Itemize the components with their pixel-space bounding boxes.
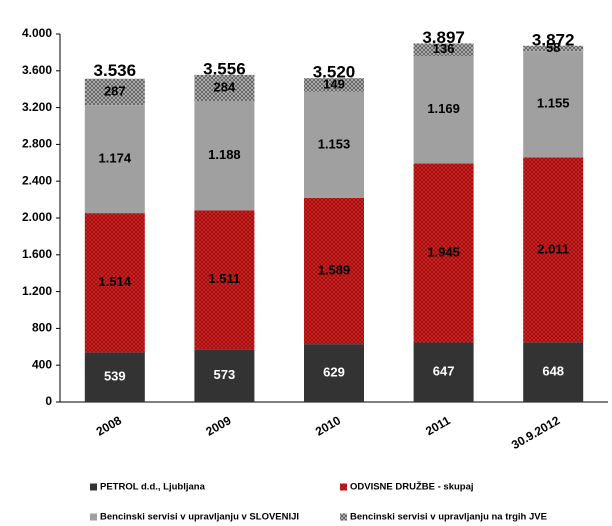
y-tick-label: 400 (32, 357, 52, 371)
y-tick-label: 2.000 (22, 210, 52, 224)
y-tick-label: 2.400 (22, 173, 52, 187)
data-label: 2.011 (537, 241, 569, 256)
bar-segment (194, 100, 255, 211)
x-tick-label: 2009 (203, 413, 233, 439)
bar-segment (413, 163, 474, 343)
data-label: 1.153 (318, 136, 351, 151)
data-label: 647 (433, 364, 455, 379)
x-tick-label: 2011 (423, 413, 453, 438)
legend-label: ODVISNE DRUŽBE - skupaj (350, 481, 474, 493)
y-tick-label: 800 (32, 321, 52, 335)
bar-segment (84, 352, 145, 402)
bar-segment (413, 342, 474, 402)
data-label: 1.514 (99, 274, 132, 289)
data-label: 1.174 (99, 151, 132, 166)
total-label: 3.872 (532, 30, 575, 49)
y-tick-label: 4.000 (22, 26, 52, 40)
data-label: 287 (104, 83, 126, 98)
bar-segment (523, 45, 584, 52)
data-label: 1.945 (427, 244, 460, 259)
bar-segment (194, 74, 255, 101)
legend-label: PETROL d.d., Ljubljana (100, 482, 206, 493)
legend-swatch (340, 513, 347, 521)
data-label: 149 (323, 76, 345, 91)
x-tick-label: 2010 (313, 413, 343, 439)
bar-segment (413, 43, 474, 56)
legend-label: Bencinski servisi v upravljanju na trgih… (350, 512, 547, 523)
y-tick-label: 2.800 (22, 137, 52, 151)
bar-segment (304, 91, 364, 198)
data-label: 539 (104, 369, 126, 384)
y-tick-label: 3.600 (22, 63, 52, 77)
data-label: 648 (542, 364, 564, 379)
bar-segment (304, 197, 364, 345)
total-label: 3.897 (422, 28, 465, 47)
y-tick-label: 1.200 (22, 284, 52, 298)
bar-segment (304, 78, 364, 92)
total-label: 3.556 (203, 59, 246, 78)
bar-segment (413, 55, 474, 164)
total-label: 3.520 (313, 63, 356, 82)
y-tick-label: 0 (45, 394, 52, 408)
legend-label: Bencinski servisi v upravljanju v SLOVEN… (100, 512, 299, 523)
y-tick-label: 3.200 (22, 100, 52, 114)
data-label: 1.511 (208, 271, 240, 286)
legend-swatch (90, 483, 97, 491)
x-tick-label: 30.9.2012 (509, 413, 563, 452)
bar-segment (84, 78, 145, 106)
bar-segment (523, 342, 584, 402)
legend-swatch (90, 513, 97, 521)
data-label: 1.188 (208, 147, 241, 162)
data-label: 1.589 (318, 262, 351, 277)
data-label: 1.155 (537, 96, 570, 111)
x-tick-label: 2008 (94, 413, 124, 439)
data-label: 629 (323, 365, 345, 380)
legend-swatch (340, 483, 347, 491)
y-tick-label: 1.600 (22, 247, 52, 261)
data-label: 284 (214, 79, 236, 94)
bar-segment (84, 213, 145, 353)
bar-segment (84, 105, 145, 214)
bar-segment (194, 210, 255, 350)
bar-segment (304, 344, 364, 402)
bar-segment (523, 51, 584, 158)
total-label: 3.536 (94, 61, 137, 80)
bar-segment (523, 157, 584, 343)
data-label: 136 (433, 41, 455, 56)
data-label: 1.169 (427, 101, 460, 116)
data-label: 58 (546, 40, 560, 55)
data-label: 573 (214, 367, 236, 382)
bar-segment (194, 349, 255, 402)
